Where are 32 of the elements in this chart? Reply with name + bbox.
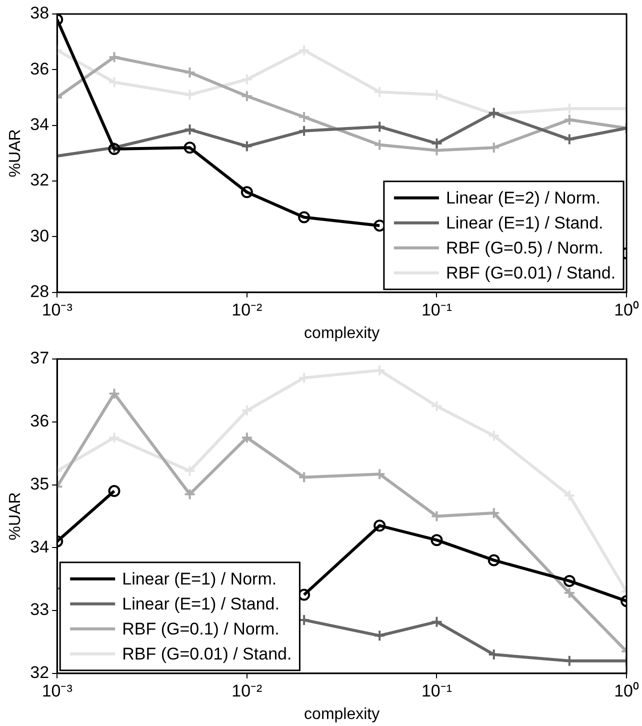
y-tick-label: 32 <box>30 663 50 682</box>
y-axis-title: %UAR <box>7 492 24 540</box>
y-tick-label: 32 <box>30 170 50 190</box>
x-tick-label: 10⁻³ <box>42 300 73 320</box>
x-tick-label: 10⁻¹ <box>421 681 452 700</box>
y-tick-label: 30 <box>30 226 50 246</box>
x-tick-label: 10⁻¹ <box>421 300 452 320</box>
y-tick-label: 34 <box>30 537 50 556</box>
y-tick-label: 36 <box>30 59 50 78</box>
y-tick-label: 38 <box>30 4 50 23</box>
legend-label: RBF (G=0.01) / Stand. <box>122 644 292 664</box>
x-tick-label: 10⁻² <box>232 681 263 700</box>
y-tick-label: 34 <box>30 115 50 134</box>
legend-label: Linear (E=1) / Stand. <box>446 214 604 233</box>
y-axis-title: %UAR <box>7 129 24 178</box>
y-tick-label: 35 <box>30 474 50 494</box>
legend-label: Linear (E=2) / Norm. <box>446 188 600 208</box>
y-tick-label: 36 <box>30 412 50 431</box>
legend-label: RBF (G=0.1) / Norm. <box>122 620 280 639</box>
y-tick-label: 33 <box>30 600 50 620</box>
x-tick-label: 10⁻³ <box>42 681 73 700</box>
y-tick-label: 28 <box>30 282 50 302</box>
x-axis-title: complexity <box>304 324 380 342</box>
legend-label: RBF (G=0.5) / Norm. <box>446 238 604 258</box>
x-axis-title: complexity <box>304 706 380 723</box>
x-tick-label: 10⁰ <box>614 681 640 700</box>
x-tick-label: 10⁰ <box>614 300 640 320</box>
legend-label: Linear (E=1) / Norm. <box>122 570 277 589</box>
legend-label: Linear (E=1) / Stand. <box>122 594 280 614</box>
y-tick-label: 37 <box>30 348 50 368</box>
legend-label: RBF (G=0.01) / Stand. <box>446 264 616 283</box>
x-tick-label: 10⁻² <box>232 300 263 320</box>
